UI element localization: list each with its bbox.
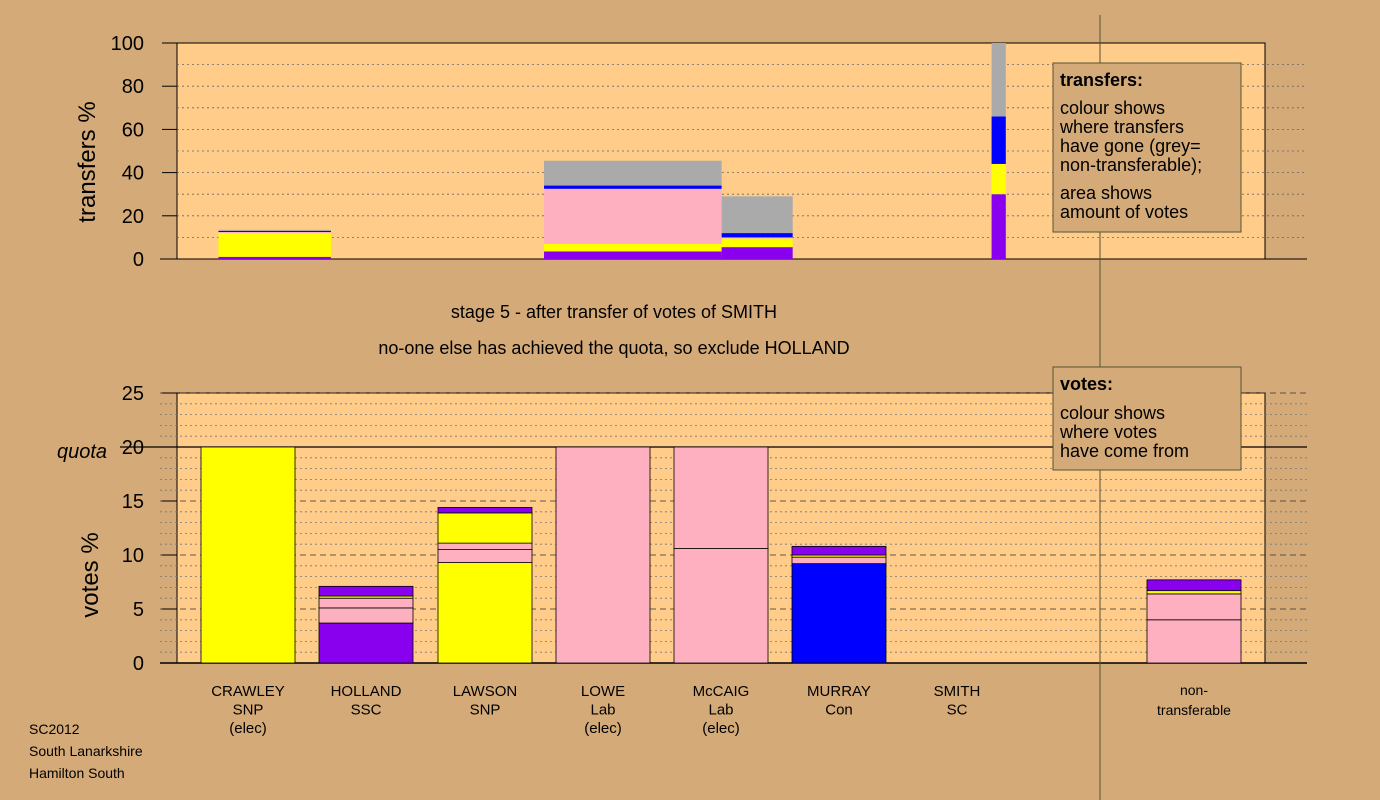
candidate-label: MURRAY (807, 683, 871, 700)
transfer-segment (544, 243, 722, 252)
candidate-label: (elec) (584, 720, 622, 737)
vote-segment (673, 548, 769, 664)
vote-segment (437, 549, 533, 563)
votes-y-tick-label: 25 (122, 383, 144, 405)
transfer-segment (721, 237, 793, 239)
votes-legend-line: have come from (1060, 441, 1189, 461)
candidate-label: SNP (470, 702, 501, 719)
candidate-label: Con (825, 702, 853, 719)
votes-bars (200, 446, 1242, 664)
vote-segment (791, 556, 887, 565)
votes-legend: votes: colour shows where votes have com… (1052, 366, 1242, 471)
transfer-segment (544, 251, 722, 259)
transfer-segment (544, 185, 722, 189)
transfers-legend-line: amount of votes (1060, 202, 1188, 222)
vote-segment (318, 585, 414, 597)
transfer-segment (218, 229, 331, 231)
stage-title: stage 5 - after transfer of votes of SMI… (451, 302, 777, 322)
transfers-y-tick-label: 20 (122, 206, 144, 228)
vote-segment (1146, 590, 1242, 595)
transfer-segment (218, 232, 331, 234)
transfer-segment (544, 188, 722, 244)
vote-segment (318, 597, 414, 609)
transfer-segment (721, 196, 793, 234)
footer-ward: Hamilton South (29, 765, 125, 781)
transfer-segment (991, 163, 1006, 195)
transfer-segment (544, 160, 722, 186)
transfers-bars (218, 43, 1006, 259)
candidate-label: SMITH (934, 683, 981, 700)
transfer-segment (218, 230, 331, 232)
transfers-y-tick-label: 80 (122, 76, 144, 98)
transfer-segment (721, 247, 793, 259)
candidate-label: SSC (351, 702, 382, 719)
transfers-y-tick-label: 40 (122, 163, 144, 185)
votes-y-tick-label: 5 (133, 599, 144, 621)
votes-y-tick-label: 15 (122, 491, 144, 513)
vote-segment (437, 562, 533, 664)
transfers-legend-line: area shows (1060, 183, 1152, 203)
vote-segment (791, 563, 887, 664)
candidate-label: (elec) (229, 720, 267, 737)
quota-label: quota (57, 441, 107, 463)
transfer-segment (721, 233, 793, 238)
candidate-label: HOLLAND (331, 683, 402, 700)
transfer-segment (991, 43, 1006, 117)
nontransferable-label: transferable (1157, 702, 1231, 718)
stage-subtitle: no-one else has achieved the quota, so e… (378, 338, 849, 358)
candidate-label: CRAWLEY (211, 683, 285, 700)
vote-segment (1146, 579, 1242, 592)
transfers-legend-line: colour shows (1060, 98, 1165, 118)
candidate-label: (elec) (702, 720, 740, 737)
transfer-segment (218, 233, 331, 257)
vote-segment (1146, 593, 1242, 621)
transfer-segment (991, 116, 1006, 164)
transfer-segment (991, 194, 1006, 259)
votes-y-tick-label: 0 (133, 653, 144, 675)
votes-category-labels: CRAWLEYSNP(elec)HOLLANDSSCLAWSONSNPLOWEL… (211, 682, 1231, 737)
vote-segment (791, 545, 887, 556)
footer-council: South Lanarkshire (29, 743, 143, 759)
votes-legend-line: colour shows (1060, 403, 1165, 423)
candidate-label: Lab (708, 702, 733, 719)
votes-legend-box (1052, 366, 1242, 471)
votes-legend-line: where votes (1059, 422, 1157, 442)
footer-election: SC2012 (29, 721, 80, 737)
transfers-legend-line: where transfers (1059, 117, 1184, 137)
candidate-label: LOWE (581, 683, 625, 700)
transfer-segment (721, 238, 793, 248)
vote-segment (318, 622, 414, 664)
transfers-y-ticks: 0 20 40 60 80 100 (111, 33, 177, 271)
transfers-y-label: transfers % (74, 101, 101, 222)
votes-legend-title: votes: (1060, 374, 1113, 394)
transfers-y-tick-label: 0 (133, 249, 144, 271)
transfers-legend-line: have gone (grey= (1060, 136, 1201, 156)
candidate-label: SNP (233, 702, 264, 719)
transfers-legend-box (1052, 62, 1242, 233)
vote-segment (1146, 619, 1242, 664)
votes-y-label: votes % (77, 532, 104, 617)
vote-segment (437, 542, 533, 550)
candidate-label: Lab (590, 702, 615, 719)
transfers-legend-line: non-transferable); (1060, 155, 1202, 175)
vote-segment (555, 446, 651, 664)
transfers-legend-title: transfers: (1060, 70, 1143, 90)
transfers-y-tick-label: 100 (111, 33, 144, 55)
transfer-segment (218, 256, 331, 259)
votes-y-tick-label: 20 (122, 437, 144, 459)
vote-segment (200, 446, 296, 664)
votes-y-ticks: 0 5 10 15 20 25 (122, 383, 177, 675)
vote-segment (437, 512, 533, 544)
vote-segment (673, 446, 769, 549)
candidate-label: SC (947, 702, 968, 719)
candidate-label: LAWSON (453, 683, 517, 700)
transfers-legend: transfers: colour shows where transfers … (1052, 62, 1242, 233)
votes-y-tick-label: 10 (122, 545, 144, 567)
vote-segment (318, 607, 414, 624)
nontransferable-label: non- (1180, 682, 1208, 698)
transfers-y-tick-label: 60 (122, 119, 144, 141)
candidate-label: McCAIG (693, 683, 750, 700)
vote-segment (437, 507, 533, 514)
